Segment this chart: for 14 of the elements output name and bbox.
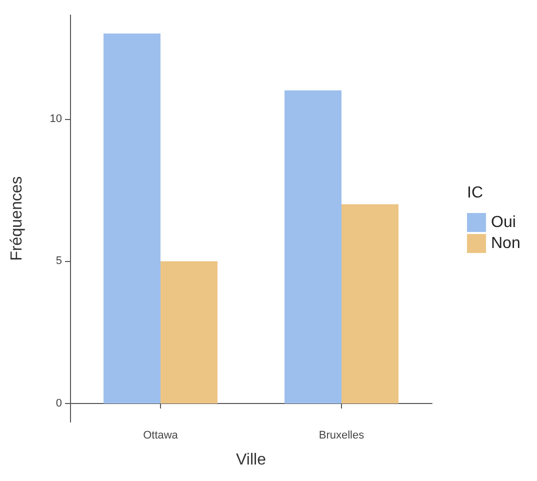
bar — [104, 34, 160, 404]
x-tick-label: Ottawa — [143, 430, 179, 442]
legend-label: Non — [491, 235, 520, 252]
x-axis-title: Ville — [236, 452, 266, 468]
bar — [284, 90, 342, 404]
bar — [342, 204, 398, 404]
y-tick-label: 0 — [56, 398, 62, 410]
y-tick-label: 5 — [56, 255, 62, 268]
legend-label: Oui — [491, 214, 516, 231]
x-tick-label: Bruxelles — [318, 430, 365, 442]
bar — [160, 261, 218, 404]
y-tick-label: 10 — [50, 112, 62, 125]
legend-title: IC — [467, 184, 483, 202]
y-axis-title: Fréquences — [8, 176, 26, 261]
